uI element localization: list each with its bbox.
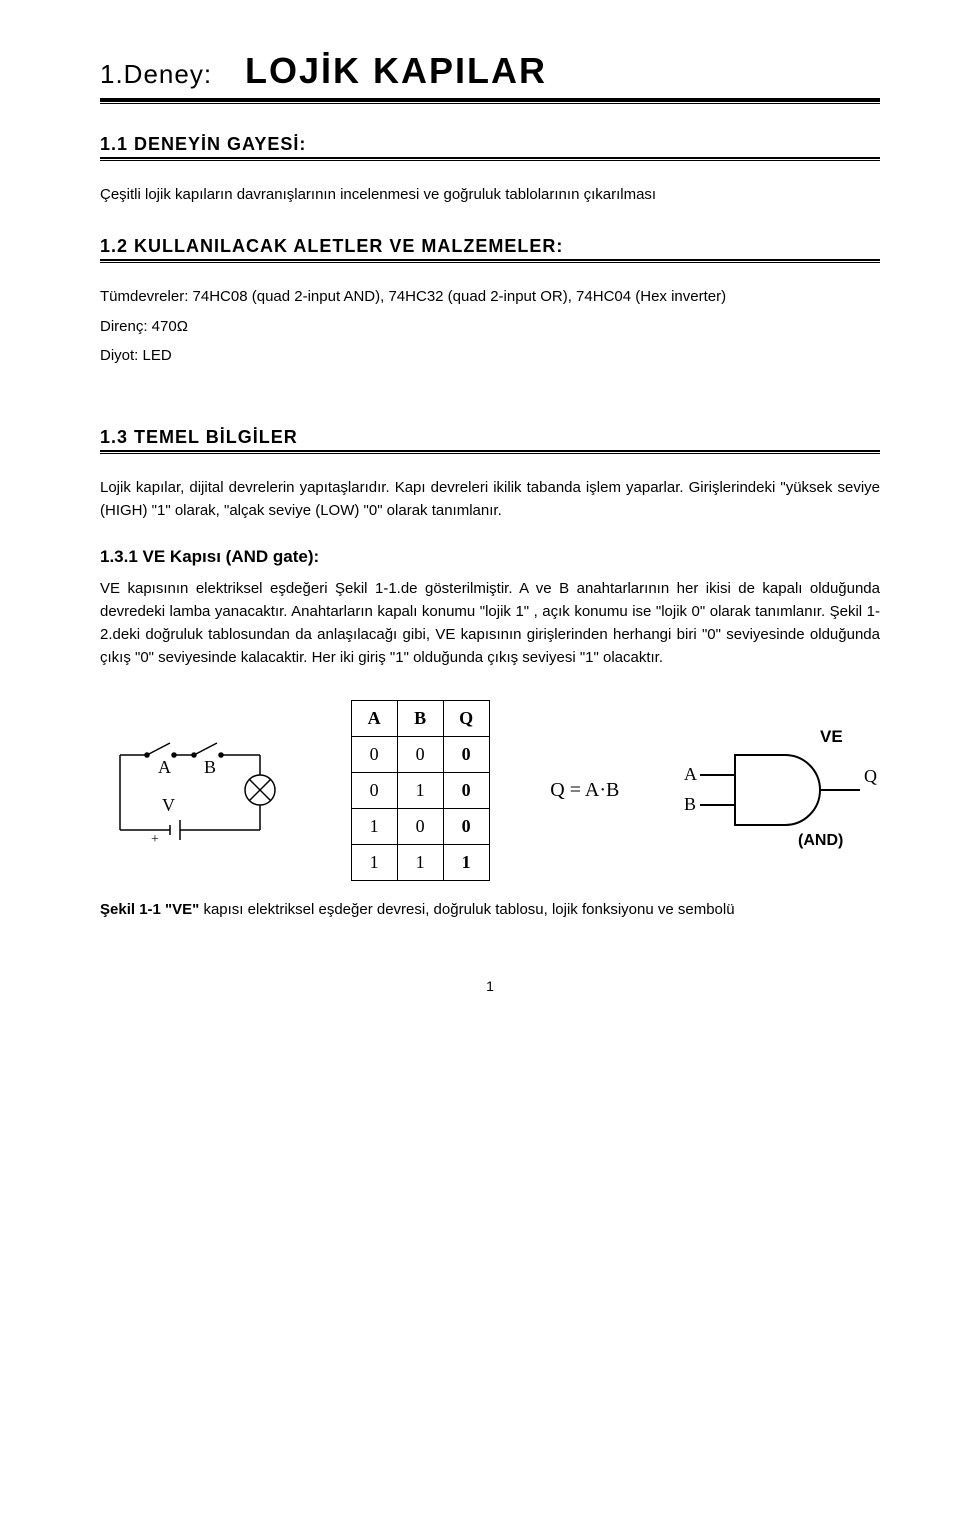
circuit-label-b: B	[204, 757, 216, 777]
tt-r3-c1: 1	[397, 844, 443, 880]
tt-r0-c1: 0	[397, 736, 443, 772]
tt-h-q: Q	[443, 700, 489, 736]
section-1-2-heading: 1.2 KULLANILACAK ALETLER VE MALZEMELER:	[100, 236, 880, 257]
and-gate-symbol: VE A B Q (AND)	[680, 720, 880, 860]
title-prefix: 1.Deney:	[100, 59, 212, 89]
rule-1-3	[100, 450, 880, 454]
page-number: 1	[100, 978, 880, 994]
gate-out-q: Q	[864, 766, 877, 786]
tt-r1-c0: 0	[351, 772, 397, 808]
circuit-label-v: V	[162, 795, 175, 815]
tt-r3-c0: 1	[351, 844, 397, 880]
gate-in-b: B	[684, 794, 696, 814]
tt-r0-c2: 0	[443, 736, 489, 772]
section-1-3-heading: 1.3 TEMEL BİLGİLER	[100, 427, 880, 448]
tt-r2-c1: 0	[397, 808, 443, 844]
tt-r2-c2: 0	[443, 808, 489, 844]
gate-in-a: A	[684, 764, 697, 784]
caption-rest: kapısı elektriksel eşdeğer devresi, doğr…	[199, 901, 734, 918]
gate-bottom-label: (AND)	[798, 832, 843, 849]
circuit-diagram: A B V +	[100, 715, 290, 865]
s2-line1: Tümdevreler: 74HC08 (quad 2-input AND), …	[100, 285, 880, 308]
s2-line3: Diyot: LED	[100, 344, 880, 367]
section-1-1-text: Çeşitli lojik kapıların davranışlarının …	[100, 183, 880, 206]
tt-r0-c0: 0	[351, 736, 397, 772]
section-1-1-heading: 1.1 DENEYİN GAYESİ:	[100, 134, 880, 155]
figure-caption: Şekil 1-1 "VE" kapısı elektriksel eşdeğe…	[100, 901, 880, 918]
s2-line2: Direnç: 470Ω	[100, 315, 880, 338]
truth-table: A B Q 0 0 0 0 1 0 1 0 0 1 1 1	[351, 700, 490, 881]
circuit-label-plus: +	[151, 832, 159, 847]
tt-r1-c2: 0	[443, 772, 489, 808]
section-1-3-1-para: VE kapısının elektriksel eşdeğeri Şekil …	[100, 577, 880, 670]
title-rule	[100, 98, 880, 104]
tt-r2-c0: 1	[351, 808, 397, 844]
section-1-3-1-heading: 1.3.1 VE Kapısı (AND gate):	[100, 547, 880, 567]
circuit-label-a: A	[158, 757, 171, 777]
tt-h-b: B	[397, 700, 443, 736]
page-title-line: 1.Deney: LOJİK KAPILAR	[100, 50, 880, 92]
figure-row: A B V + A B Q 0 0 0 0 1 0 1 0	[100, 700, 880, 881]
title-main: LOJİK KAPILAR	[245, 50, 547, 91]
rule-1-2	[100, 259, 880, 263]
rule-1-1	[100, 157, 880, 161]
section-1-3-para: Lojik kapılar, dijital devrelerin yapıta…	[100, 476, 880, 523]
tt-h-a: A	[351, 700, 397, 736]
document-page: 1.Deney: LOJİK KAPILAR 1.1 DENEYİN GAYES…	[0, 0, 960, 1034]
tt-r1-c1: 1	[397, 772, 443, 808]
tt-r3-c2: 1	[443, 844, 489, 880]
gate-equation: Q = A·B	[550, 779, 619, 802]
caption-bold: Şekil 1-1 "VE"	[100, 901, 199, 918]
gate-top-label: VE	[820, 727, 843, 746]
